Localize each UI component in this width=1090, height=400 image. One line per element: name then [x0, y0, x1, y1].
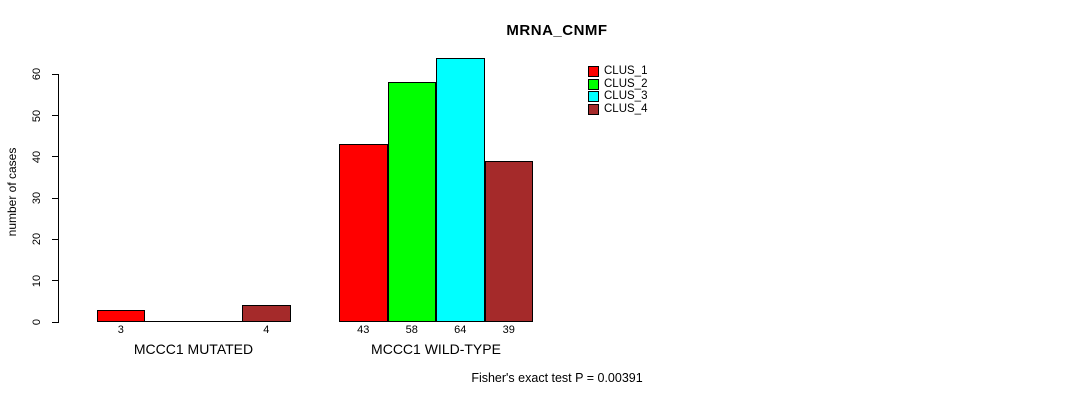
- y-tick-label: 20: [31, 233, 43, 246]
- legend: CLUS_1 CLUS_2 CLUS_3 CLUS_4: [588, 65, 647, 116]
- y-tick-label: 60: [31, 68, 43, 81]
- bar-value-label: 58: [405, 324, 418, 336]
- bar-clus_1: [339, 144, 388, 322]
- bar-clus_4: [242, 305, 291, 322]
- bar-value-label: 3: [117, 324, 124, 336]
- legend-swatch-icon: [588, 104, 599, 116]
- legend-item-clus_3: CLUS_3: [588, 91, 647, 104]
- y-tick-mark: [52, 280, 59, 282]
- y-tick-mark: [52, 238, 59, 240]
- y-tick-mark: [52, 73, 59, 75]
- y-tick-label: 40: [31, 150, 43, 163]
- legend-label: CLUS_2: [604, 77, 648, 90]
- y-tick-mark: [52, 197, 59, 199]
- y-axis-label: number of cases: [5, 147, 19, 237]
- y-tick-label: 30: [31, 191, 43, 205]
- bar-clus_2-zero: [145, 321, 195, 322]
- legend-label: CLUS_3: [604, 90, 648, 103]
- bar-value-label: 64: [454, 324, 467, 336]
- legend-swatch-icon: [588, 78, 599, 90]
- group-label: MCCC1 WILD-TYPE: [371, 341, 501, 357]
- legend-item-clus_4: CLUS_4: [588, 103, 647, 116]
- bar-clus_4: [484, 160, 533, 322]
- bar-value-label: 4: [263, 324, 270, 336]
- y-tick-mark: [52, 321, 59, 323]
- y-tick-label: 10: [31, 274, 43, 287]
- bar-clus_3-zero: [193, 321, 243, 322]
- bar-clus_1: [96, 309, 145, 322]
- legend-swatch-icon: [588, 65, 599, 77]
- chart-title: MRNA_CNMF: [506, 22, 608, 39]
- annotation-text: Fisher's exact test P = 0.00391: [471, 371, 643, 385]
- bar-clus_2: [387, 82, 436, 322]
- y-tick-mark: [52, 115, 59, 116]
- y-tick-label: 50: [31, 109, 43, 122]
- group-label: MCCC1 MUTATED: [133, 341, 254, 357]
- legend-swatch-icon: [588, 91, 599, 103]
- bar-value-label: 39: [502, 324, 515, 336]
- legend-label: CLUS_4: [604, 103, 648, 116]
- legend-item-clus_2: CLUS_2: [588, 78, 647, 91]
- y-tick-mark: [52, 156, 59, 158]
- bar-clus_3: [436, 57, 485, 322]
- y-tick-label: 0: [31, 318, 43, 326]
- legend-label: CLUS_1: [604, 64, 648, 77]
- legend-item-clus_1: CLUS_1: [588, 65, 647, 78]
- bar-value-label: 43: [357, 324, 370, 336]
